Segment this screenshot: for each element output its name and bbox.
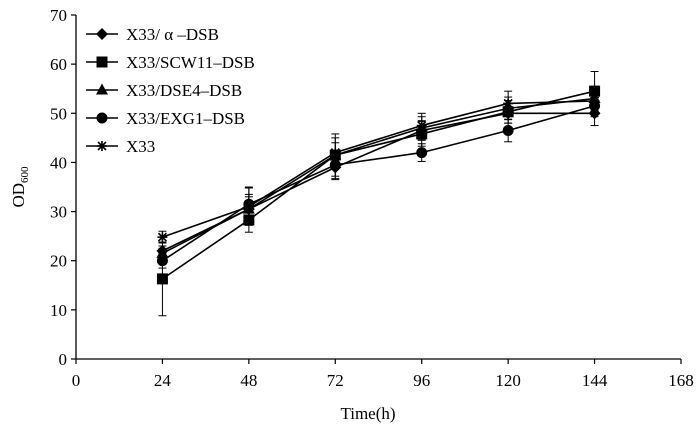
data-point-asterisk [503,98,514,109]
x-tick-label: 168 [668,371,694,390]
data-point-square [156,273,168,285]
data-point-triangle [156,246,169,258]
x-tick-label: 0 [72,371,81,390]
data-point-square [416,128,428,140]
legend-label: X33/SCW11–DSB [126,53,255,72]
x-tick-label: 96 [413,371,430,390]
y-tick-label: 50 [50,104,67,123]
data-point-asterisk [416,120,427,131]
x-tick-label: 48 [240,371,257,390]
data-point-circle [96,112,108,124]
axes [75,15,681,360]
y-ticks: 0 10 20 30 40 50 60 70 [50,6,76,369]
legend-label: X33 [126,137,155,156]
y-axis-label-subscript: 600 [19,166,31,183]
series-markers [156,85,601,285]
x-tick-label: 144 [582,371,608,390]
legend-label: X33/EXG1–DSB [126,109,245,128]
y-tick-label: 20 [50,252,67,271]
series-line [162,100,595,238]
data-point-asterisk [589,96,600,106]
series-lines [161,90,595,280]
data-point-triangle [96,83,108,95]
y-axis-label: OD600 [9,166,31,208]
series-line [162,97,595,255]
y-tick-label: 70 [50,6,67,25]
x-tick-label: 24 [154,371,172,390]
y-axis-label-main: OD [9,183,28,208]
data-point-circle [416,147,428,159]
series-line [161,105,595,262]
data-point-asterisk [157,232,168,243]
data-point-asterisk [330,147,341,158]
x-tick-label: 120 [495,371,521,390]
data-point-diamond [96,28,108,40]
legend-label: X33/ α –DSB [126,25,219,44]
data-point-square [96,56,108,68]
x-tick-label: 72 [327,371,344,390]
data-point-square [243,214,255,226]
series-line [161,90,595,280]
data-point-asterisk [97,141,107,151]
y-tick-label: 40 [50,153,67,172]
legend: X33/ α –DSB X33/SCW11–DSB X33/DSE4–DSB X33/… [86,25,255,156]
series-line [162,112,595,252]
data-point-circle [156,255,168,267]
data-point-square [589,85,601,97]
legend-label: X33/DSE4–DSB [126,81,242,100]
y-tick-label: 60 [50,55,67,74]
data-point-circle [329,159,341,171]
x-axis-label: Time(h) [340,404,395,423]
data-point-asterisk [243,201,254,212]
y-tick-label: 10 [50,301,67,320]
y-tick-label: 0 [59,350,68,369]
x-ticks: 0 24 48 72 96 120 144 168 [72,359,694,390]
data-point-circle [502,124,514,136]
y-tick-label: 30 [50,203,67,222]
